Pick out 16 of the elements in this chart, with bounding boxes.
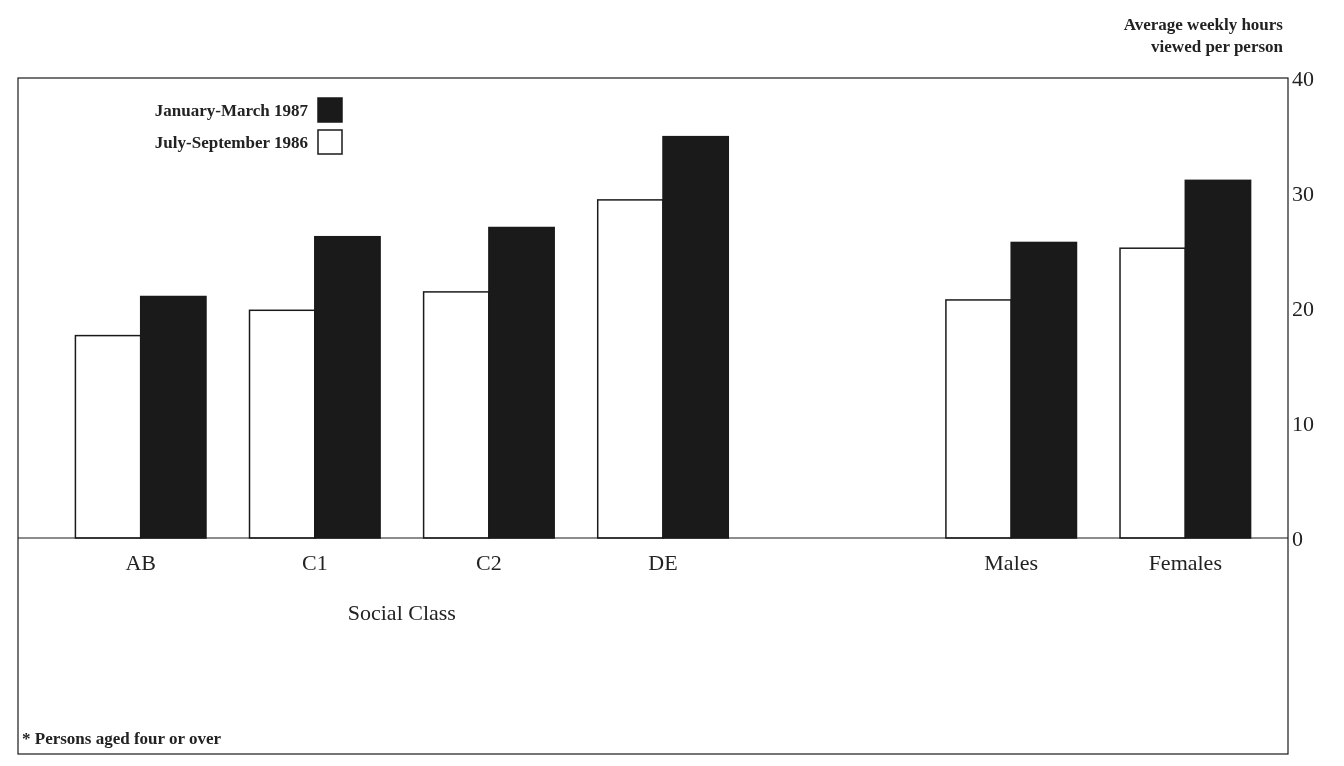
- x-tick-label: C1: [301, 550, 328, 575]
- y-tick-label: 10: [1292, 410, 1314, 436]
- x-axis-title: Social Class: [347, 600, 456, 625]
- y-tick-label: 20: [1292, 295, 1314, 321]
- x-tick-label: AB: [125, 550, 156, 575]
- legend-label: January-March 1987: [154, 101, 309, 120]
- y-axis-title: Average weekly hours viewed per person: [1123, 15, 1284, 56]
- y-tick-label: 0: [1292, 525, 1303, 551]
- x-tick-label: Males: [984, 550, 1039, 575]
- y-tick-label: 40: [1292, 65, 1314, 91]
- x-tick-label: DE: [648, 550, 678, 575]
- x-tick-label: Females: [1148, 550, 1222, 575]
- legend-label: July-September 1986: [154, 133, 308, 152]
- x-tick-label: C2: [476, 550, 502, 575]
- text: * Persons aged four or over: [22, 729, 222, 748]
- y-tick-label: 30: [1292, 180, 1314, 206]
